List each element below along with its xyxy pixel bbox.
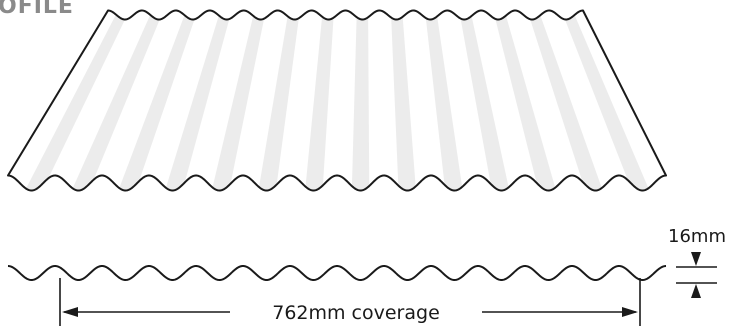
thickness-label: 16mm — [668, 226, 726, 247]
right-arrow-icon — [622, 307, 638, 317]
coverage-label: 762mm coverage — [272, 302, 440, 324]
left-arrow-icon — [62, 307, 78, 317]
thickness-dimension: 16mm — [668, 226, 726, 298]
down-arrow-icon — [691, 252, 701, 266]
coverage-dimension: 762mm coverage — [60, 278, 640, 326]
up-arrow-icon — [691, 284, 701, 298]
cross-section-profile — [8, 266, 666, 280]
